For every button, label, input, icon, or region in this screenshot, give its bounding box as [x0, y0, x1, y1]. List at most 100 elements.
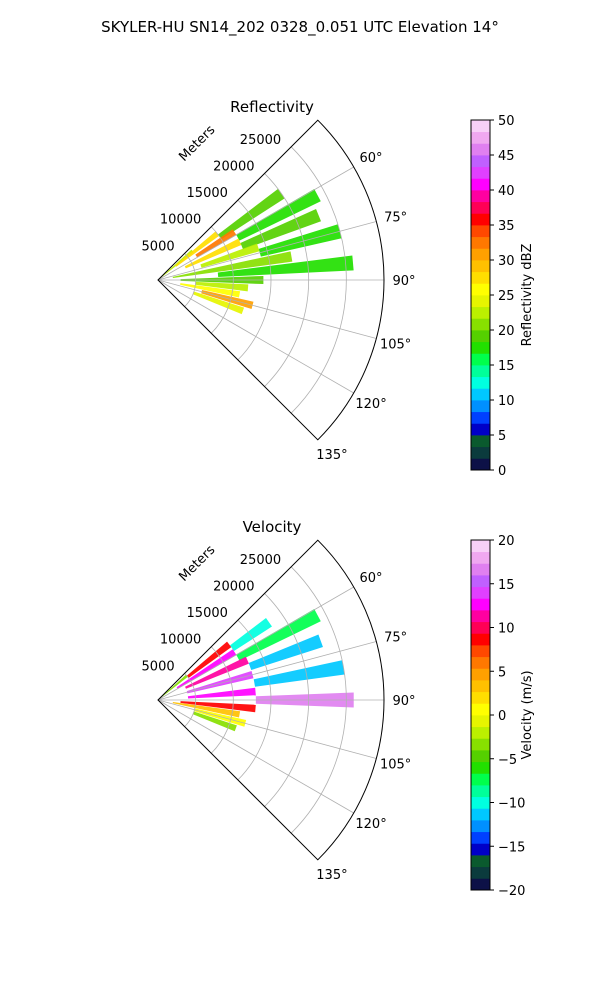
- radial-tick-label: 15000: [187, 606, 228, 621]
- colorbar-tick-label: −15: [498, 840, 525, 855]
- colorbar-segment: [471, 120, 490, 133]
- colorbar-segment: [471, 645, 490, 658]
- polar-frame: [157, 119, 385, 441]
- data-cell: [258, 224, 342, 257]
- colorbar-tick-label: 0: [498, 709, 506, 724]
- theta-tick-label: 120°: [355, 817, 386, 832]
- colorbar: 0 5 10 15 20 25 30 35 40 45 50 Reflectivity dBZ: [470, 114, 535, 479]
- colorbar-segment: [471, 260, 490, 273]
- theta-tick-label: 105°: [380, 758, 411, 773]
- data-cell: [186, 641, 232, 678]
- colorbar-segment: [471, 563, 490, 576]
- polar-frame: [157, 539, 385, 861]
- colorbar-segment: [471, 808, 490, 821]
- theta-tick-label: 120°: [355, 397, 386, 412]
- radial-tick-label: 25000: [240, 553, 281, 568]
- colorbar-tick-label: 10: [498, 622, 515, 637]
- colorbar-segment: [471, 166, 490, 179]
- data-cell: [230, 618, 272, 652]
- colorbar-segment: [471, 656, 490, 669]
- radial-tick-label: 20000: [213, 579, 254, 594]
- theta-tick-label: 60°: [360, 571, 383, 586]
- colorbar-tick-label: 5: [498, 429, 506, 444]
- data-cell: [192, 711, 237, 732]
- colorbar-tick-label: −5: [498, 753, 517, 768]
- theta-tick-label: 90°: [392, 694, 415, 709]
- data-cell: [240, 208, 322, 250]
- colorbar-tick-label: 10: [498, 394, 515, 409]
- colorbar-segment: [471, 691, 490, 704]
- panel-title: Velocity: [243, 518, 302, 536]
- colorbar-tick-label: −20: [498, 884, 525, 899]
- theta-tick-label: 60°: [360, 151, 383, 166]
- colorbar-segment: [471, 190, 490, 203]
- colorbar-label: Reflectivity dBZ: [520, 244, 535, 347]
- colorbar-segment: [471, 773, 490, 786]
- panel-title: Reflectivity: [230, 98, 314, 116]
- colorbar-tick-label: 15: [498, 578, 515, 593]
- angular-gridline: [157, 586, 354, 701]
- colorbar-segment: [471, 610, 490, 623]
- colorbar-tick-label: 45: [498, 149, 515, 164]
- data-cell: [200, 243, 260, 268]
- colorbar-tick-label: 20: [498, 324, 515, 339]
- polar-grid: [157, 566, 384, 834]
- colorbar-segment: [471, 703, 490, 716]
- data-cell: [236, 189, 321, 241]
- colorbar-segment: [471, 318, 490, 331]
- colorbar-segment: [471, 750, 490, 763]
- colorbar-segment: [471, 458, 490, 471]
- colorbar-segment: [471, 388, 490, 401]
- data-cell: [236, 609, 321, 661]
- radial-tick-label: 15000: [187, 186, 228, 201]
- colorbar-segment: [471, 306, 490, 319]
- colorbar-segment: [471, 423, 490, 436]
- theta-tick-label: 105°: [380, 338, 411, 353]
- colorbar-segment: [471, 878, 490, 891]
- reflectivity-panel: Reflectivity60°75°90°105°120°135°5000100…: [142, 98, 535, 479]
- data-cell: [175, 231, 220, 267]
- theta-tick-label: 135°: [316, 868, 347, 883]
- data-cell: [184, 238, 242, 269]
- colorbar-segment: [471, 236, 490, 249]
- angular-gridline: [157, 279, 377, 339]
- data-cell: [180, 701, 256, 713]
- radial-axis-label: Meters: [176, 543, 218, 585]
- data-cell: [187, 687, 256, 699]
- radial-tick-label: 5000: [142, 659, 175, 674]
- colorbar-segment: [471, 843, 490, 856]
- data-cell: [172, 251, 293, 278]
- colorbar-segment: [471, 633, 490, 646]
- colorbar-segment: [471, 855, 490, 868]
- theta-tick-label: 90°: [392, 274, 415, 289]
- colorbar-tick-label: 40: [498, 184, 515, 199]
- colorbar-segment: [471, 761, 490, 774]
- angular-gridline: [157, 699, 377, 759]
- radial-tick-label: 25000: [240, 133, 281, 148]
- colorbar-tick-label: −10: [498, 797, 525, 812]
- colorbar-tick-label: 50: [498, 114, 515, 129]
- radial-tick-label: 5000: [142, 239, 175, 254]
- colorbar-segment: [471, 540, 490, 553]
- colorbar: −20 −15 −10 −5 0 5 10 15 20 Velocity (m/s): [470, 534, 535, 899]
- theta-tick-label: 75°: [384, 630, 407, 645]
- colorbar-segment: [471, 598, 490, 611]
- colorbar-segment: [471, 248, 490, 261]
- colorbar-tick-label: 0: [498, 464, 506, 479]
- colorbar-segment: [471, 213, 490, 226]
- colorbar-segment: [471, 575, 490, 588]
- colorbar-segment: [471, 668, 490, 681]
- colorbar-segment: [471, 341, 490, 354]
- data-cell: [195, 229, 237, 258]
- colorbar-segment: [471, 738, 490, 751]
- colorbar-segment: [471, 785, 490, 798]
- colorbar-segment: [471, 143, 490, 156]
- radial-tick-label: 10000: [160, 633, 201, 648]
- radial-axis-label: Meters: [176, 123, 218, 165]
- data-cell: [158, 674, 188, 700]
- colorbar-segment: [471, 225, 490, 238]
- data-cell: [158, 249, 194, 280]
- colorbar-segment: [471, 551, 490, 564]
- colorbar-segment: [471, 621, 490, 634]
- theta-tick-label: 75°: [384, 210, 407, 225]
